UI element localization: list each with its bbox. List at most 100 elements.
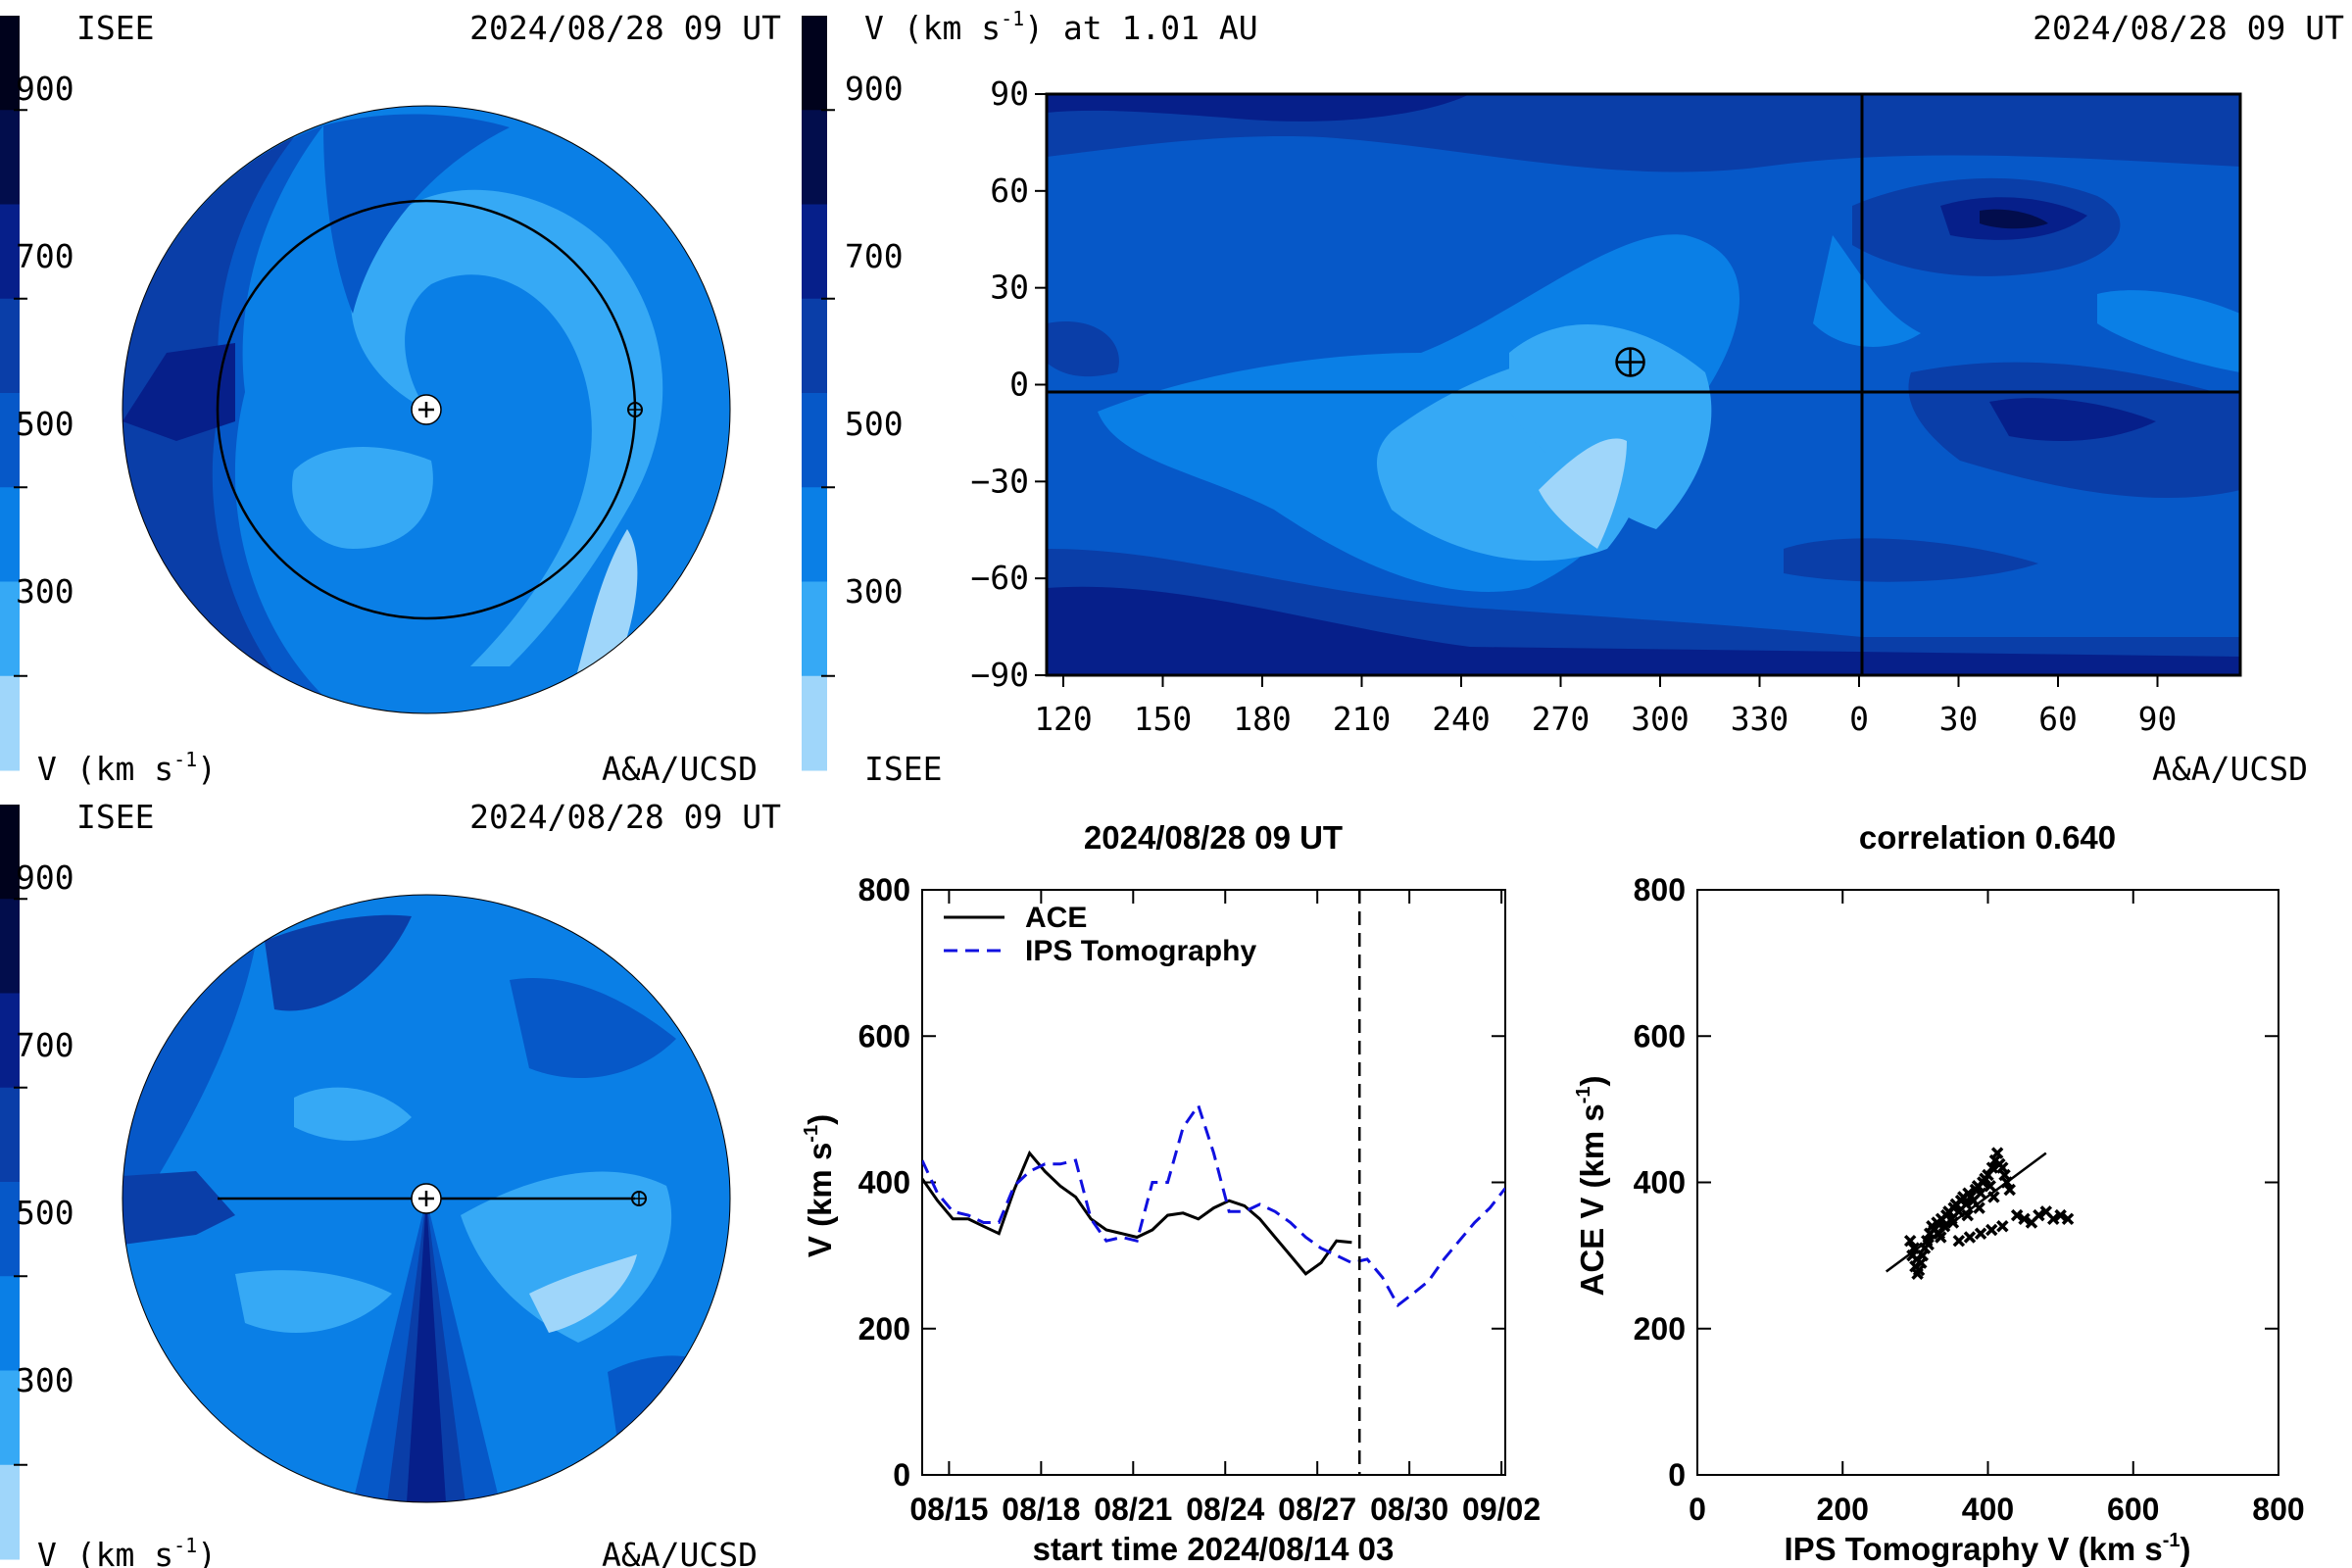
colorbar-band [802,581,827,677]
timestamp: 2024/08/28 09 UT [469,9,781,47]
x-tick-label: 08/21 [1094,1492,1172,1527]
colorbar-top-right [802,16,835,771]
scatter-point [1974,1227,1987,1240]
x-tick-label: 09/02 [1462,1492,1541,1527]
map-x-axis: 120 150 180 210 240 270 300 330 0 30 60 90 [1034,675,2177,738]
ips-series-line [922,1102,1505,1308]
credit-label: A&A/UCSD [602,1536,758,1568]
colorbar-tick: 700 [16,1026,74,1064]
panel-top-right: 900 700 500 300 V (km s-1) at 1.01 AU 20… [802,7,2344,788]
timestamp: 2024/08/28 09 UT [2033,9,2344,47]
y-tick-label: 0 [893,1457,910,1493]
x-tick-label: 08/24 [1186,1492,1264,1527]
map-y-tick-label: 60 [990,172,1029,210]
colorbar-band [0,298,20,394]
map-title-exponent: -1 [1001,7,1024,30]
map-y-tick-label: −90 [970,656,1029,694]
y-label-main: ACE V (km s [1574,1103,1610,1296]
scatter-x-label: IPS Tomography V (km s-1) [1784,1530,2190,1567]
colorbar-tick: 500 [845,405,904,443]
colorbar-band [802,298,827,394]
colorbar-bottom-left [0,805,27,1560]
map-y-axis: 90 60 30 0 −30 −60 −90 [970,74,1047,694]
scatter-point [1910,1252,1924,1266]
y-tick-label: 800 [1634,872,1686,907]
line-chart-title: 2024/08/28 09 UT [1084,819,1343,856]
colorbar-tick: 900 [16,858,74,897]
isee-label: ISEE [76,798,154,836]
line-chart-legend: ACE IPS Tomography [944,902,1256,967]
scatter-chart: correlation 0.640 0 200 400 600 800 0 200 400 6… [1573,819,2305,1567]
y-tick-label: 400 [1634,1165,1686,1200]
map-boundary [122,894,731,1503]
y-tick-label: 200 [1634,1311,1686,1347]
colorbar-band [0,675,20,771]
colorbar-band [0,1087,20,1183]
unit-label-close: ) [197,750,217,788]
credit-label: A&A/UCSD [602,750,758,788]
x-tick-label: 08/15 [909,1492,988,1527]
regression-line [1885,1152,2047,1273]
isee-label: ISEE [76,9,154,47]
earth-symbol-cross [1616,348,1644,376]
isee-label: ISEE [864,750,942,788]
map-y-tick-label: −30 [970,462,1029,500]
colorbar-band [0,1370,20,1466]
map-y-tick-label: −60 [970,559,1029,597]
map-x-tick-label: 270 [1532,700,1591,738]
earth-marker [631,1191,647,1206]
y-tick-label: 0 [1668,1457,1686,1493]
scatter-point [1974,1187,1987,1200]
map-y-tick-label: 90 [990,74,1029,113]
colorbar-tick: 500 [16,405,74,443]
x-tick-label: 600 [2107,1492,2159,1527]
colorbar-band [0,110,20,205]
unit-label-main: V (km s [37,1536,173,1568]
scatter-point [1903,1234,1917,1248]
scatter-point [1961,1208,1974,1222]
scatter-point [1985,1161,1999,1174]
colorbar-tick: 900 [845,70,904,108]
x-label-close: ) [2180,1531,2191,1567]
unit-label-main: V (km s [37,750,173,788]
scatter-point [1982,1168,1994,1182]
scatter-point [2010,1208,2024,1222]
unit-label: V (km s-1) [37,748,217,788]
lat-lon-map [1047,94,2240,675]
map-x-tick-label: 240 [1432,700,1491,738]
colorbar-tick: 900 [16,70,74,108]
y-tick-label: 600 [1634,1018,1686,1054]
colorbar-tick: 300 [845,572,904,611]
colorbar-band [0,805,20,900]
colorbar-band [802,487,827,582]
legend-ace-label: ACE [1025,902,1087,934]
line-chart-x-axis: 08/15 08/18 08/21 08/24 08/27 08/30 09/02 [909,890,1541,1527]
colorbar-band [0,1276,20,1371]
x-tick-label: 08/30 [1370,1492,1448,1527]
line-chart-x-label: start time 2024/08/14 03 [1033,1531,1395,1567]
map-title-rest: ) at 1.01 AU [1024,9,1257,47]
scatter-point [1984,1179,1996,1193]
x-tick-label: 08/18 [1002,1492,1080,1527]
line-chart-y-axis: 0 200 400 600 800 [858,872,1505,1493]
colorbar-tick: 500 [16,1194,74,1232]
map-x-tick-label: 60 [2038,700,2078,738]
panel-bottom-left: 900 700 500 300 ISEE 2024/08/28 09 UT V … [0,798,781,1568]
map-title: V (km s-1) at 1.01 AU [864,7,1258,47]
x-tick-label: 200 [1817,1492,1869,1527]
x-tick-label: 08/27 [1278,1492,1356,1527]
map-boundary [122,105,731,714]
colorbar-band [0,1464,20,1560]
colorbar-band [802,204,827,300]
ace-series-line [922,1150,1352,1276]
scatter-point [1952,1234,1966,1248]
x-tick-label: 0 [1689,1492,1706,1527]
y-label-close: ) [1574,1075,1610,1086]
x-tick-label: 400 [1962,1492,2014,1527]
scatter-chart-title: correlation 0.640 [1859,819,2116,856]
colorbar-band [0,993,20,1089]
map-x-tick-label: 300 [1631,700,1690,738]
map-x-tick-label: 30 [1939,700,1979,738]
line-chart-y-label: V (km s-1) [801,1114,838,1257]
